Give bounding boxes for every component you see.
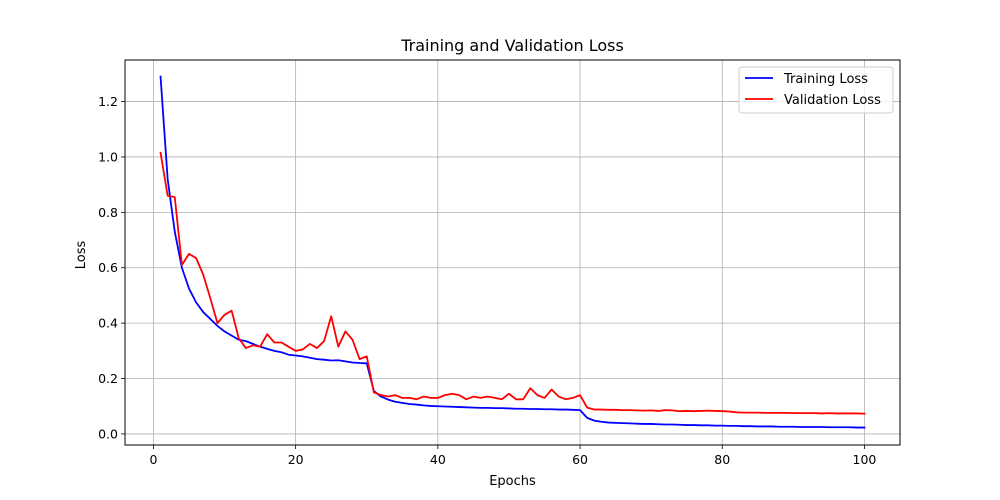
y-axis-label: Loss [74, 241, 89, 270]
x-tick-label: 80 [714, 452, 730, 467]
series-line-training-loss [159, 75, 866, 429]
legend: Training Loss Validation Loss [738, 66, 894, 114]
y-tick-label: 0.0 [98, 426, 118, 441]
grid [125, 60, 900, 445]
x-tick-label: 100 [853, 452, 877, 467]
x-tick-label: 20 [288, 452, 304, 467]
plot-frame [124, 59, 901, 446]
series-line-validation-loss [159, 151, 866, 415]
y-tick-label: 0.4 [98, 316, 118, 331]
x-tick-label: 40 [430, 452, 446, 467]
plot-lines [159, 75, 866, 429]
y-tick-label: 1.0 [98, 149, 118, 164]
legend-label-validation-loss: Validation Loss [784, 93, 881, 108]
x-axis-label: Epochs [489, 474, 536, 489]
y-tick-label: 0.8 [98, 205, 118, 220]
x-tick-label: 0 [149, 452, 157, 467]
legend-label-training-loss: Training Loss [783, 72, 868, 87]
y-tick-label: 1.2 [98, 94, 118, 109]
axis-ticks: 0 20 40 60 80 100 0.0 0.2 0.4 0.6 0.8 1.0 1.2 [98, 94, 876, 467]
x-tick-label: 60 [572, 452, 588, 467]
y-tick-label: 0.6 [98, 260, 118, 275]
legend-box [738, 66, 894, 114]
chart-title: Training and Validation Loss [400, 36, 624, 55]
y-tick-label: 0.2 [98, 371, 118, 386]
